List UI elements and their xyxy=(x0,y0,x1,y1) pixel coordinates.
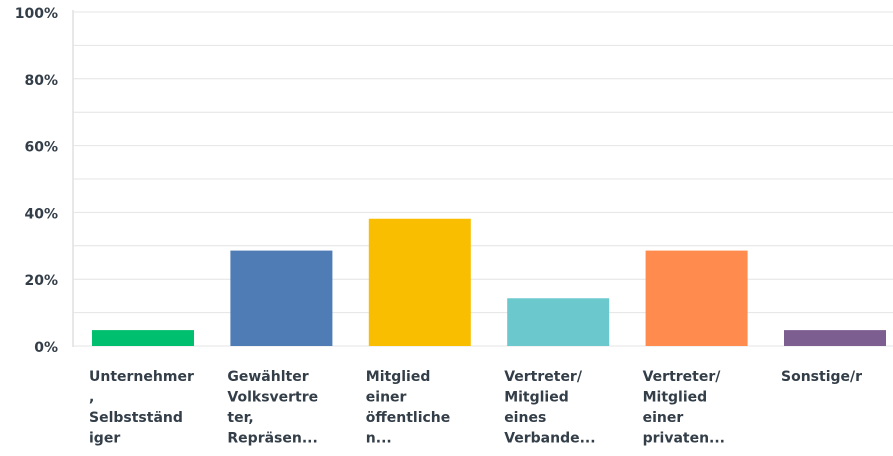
x-tick-label: Volksvertre xyxy=(227,390,318,406)
x-tick-label: n... xyxy=(366,431,392,447)
y-tick-label: 40% xyxy=(24,206,58,222)
x-tick-label: , xyxy=(89,390,94,406)
x-tick-label: Unternehmer xyxy=(89,369,194,385)
x-tick-label: iger xyxy=(89,431,120,447)
bar xyxy=(645,250,748,346)
x-tick-label: Mitglied xyxy=(643,390,708,406)
y-tick-label: 0% xyxy=(34,340,58,356)
x-tick-label: ter, xyxy=(227,410,253,426)
x-tick-label: Mitglied xyxy=(504,390,569,406)
x-tick-label: öffentliche xyxy=(366,410,450,426)
y-tick-label: 80% xyxy=(24,73,58,89)
bar xyxy=(92,330,194,346)
x-tick-label: Gewählter xyxy=(227,369,308,385)
x-tick-label: Mitglied xyxy=(366,369,431,385)
x-tick-label: Verbande... xyxy=(504,431,595,447)
x-tick-label: privaten... xyxy=(643,431,725,447)
y-tick-label: 100% xyxy=(15,6,58,22)
bar xyxy=(784,330,886,346)
bar xyxy=(368,218,471,346)
bar xyxy=(507,298,610,346)
x-tick-label: Sonstige/r xyxy=(781,369,862,385)
x-tick-label: einer xyxy=(366,390,407,406)
x-tick-label: Vertreter/ xyxy=(504,369,583,385)
bar xyxy=(230,250,333,346)
x-tick-label: eines xyxy=(504,410,546,426)
y-tick-label: 20% xyxy=(24,273,58,289)
x-tick-label: Vertreter/ xyxy=(643,369,722,385)
x-tick-label: Repräsen... xyxy=(227,431,317,447)
x-tick-label: einer xyxy=(643,410,684,426)
y-tick-label: 60% xyxy=(24,140,58,156)
x-tick-label: Selbstständ xyxy=(89,410,183,426)
